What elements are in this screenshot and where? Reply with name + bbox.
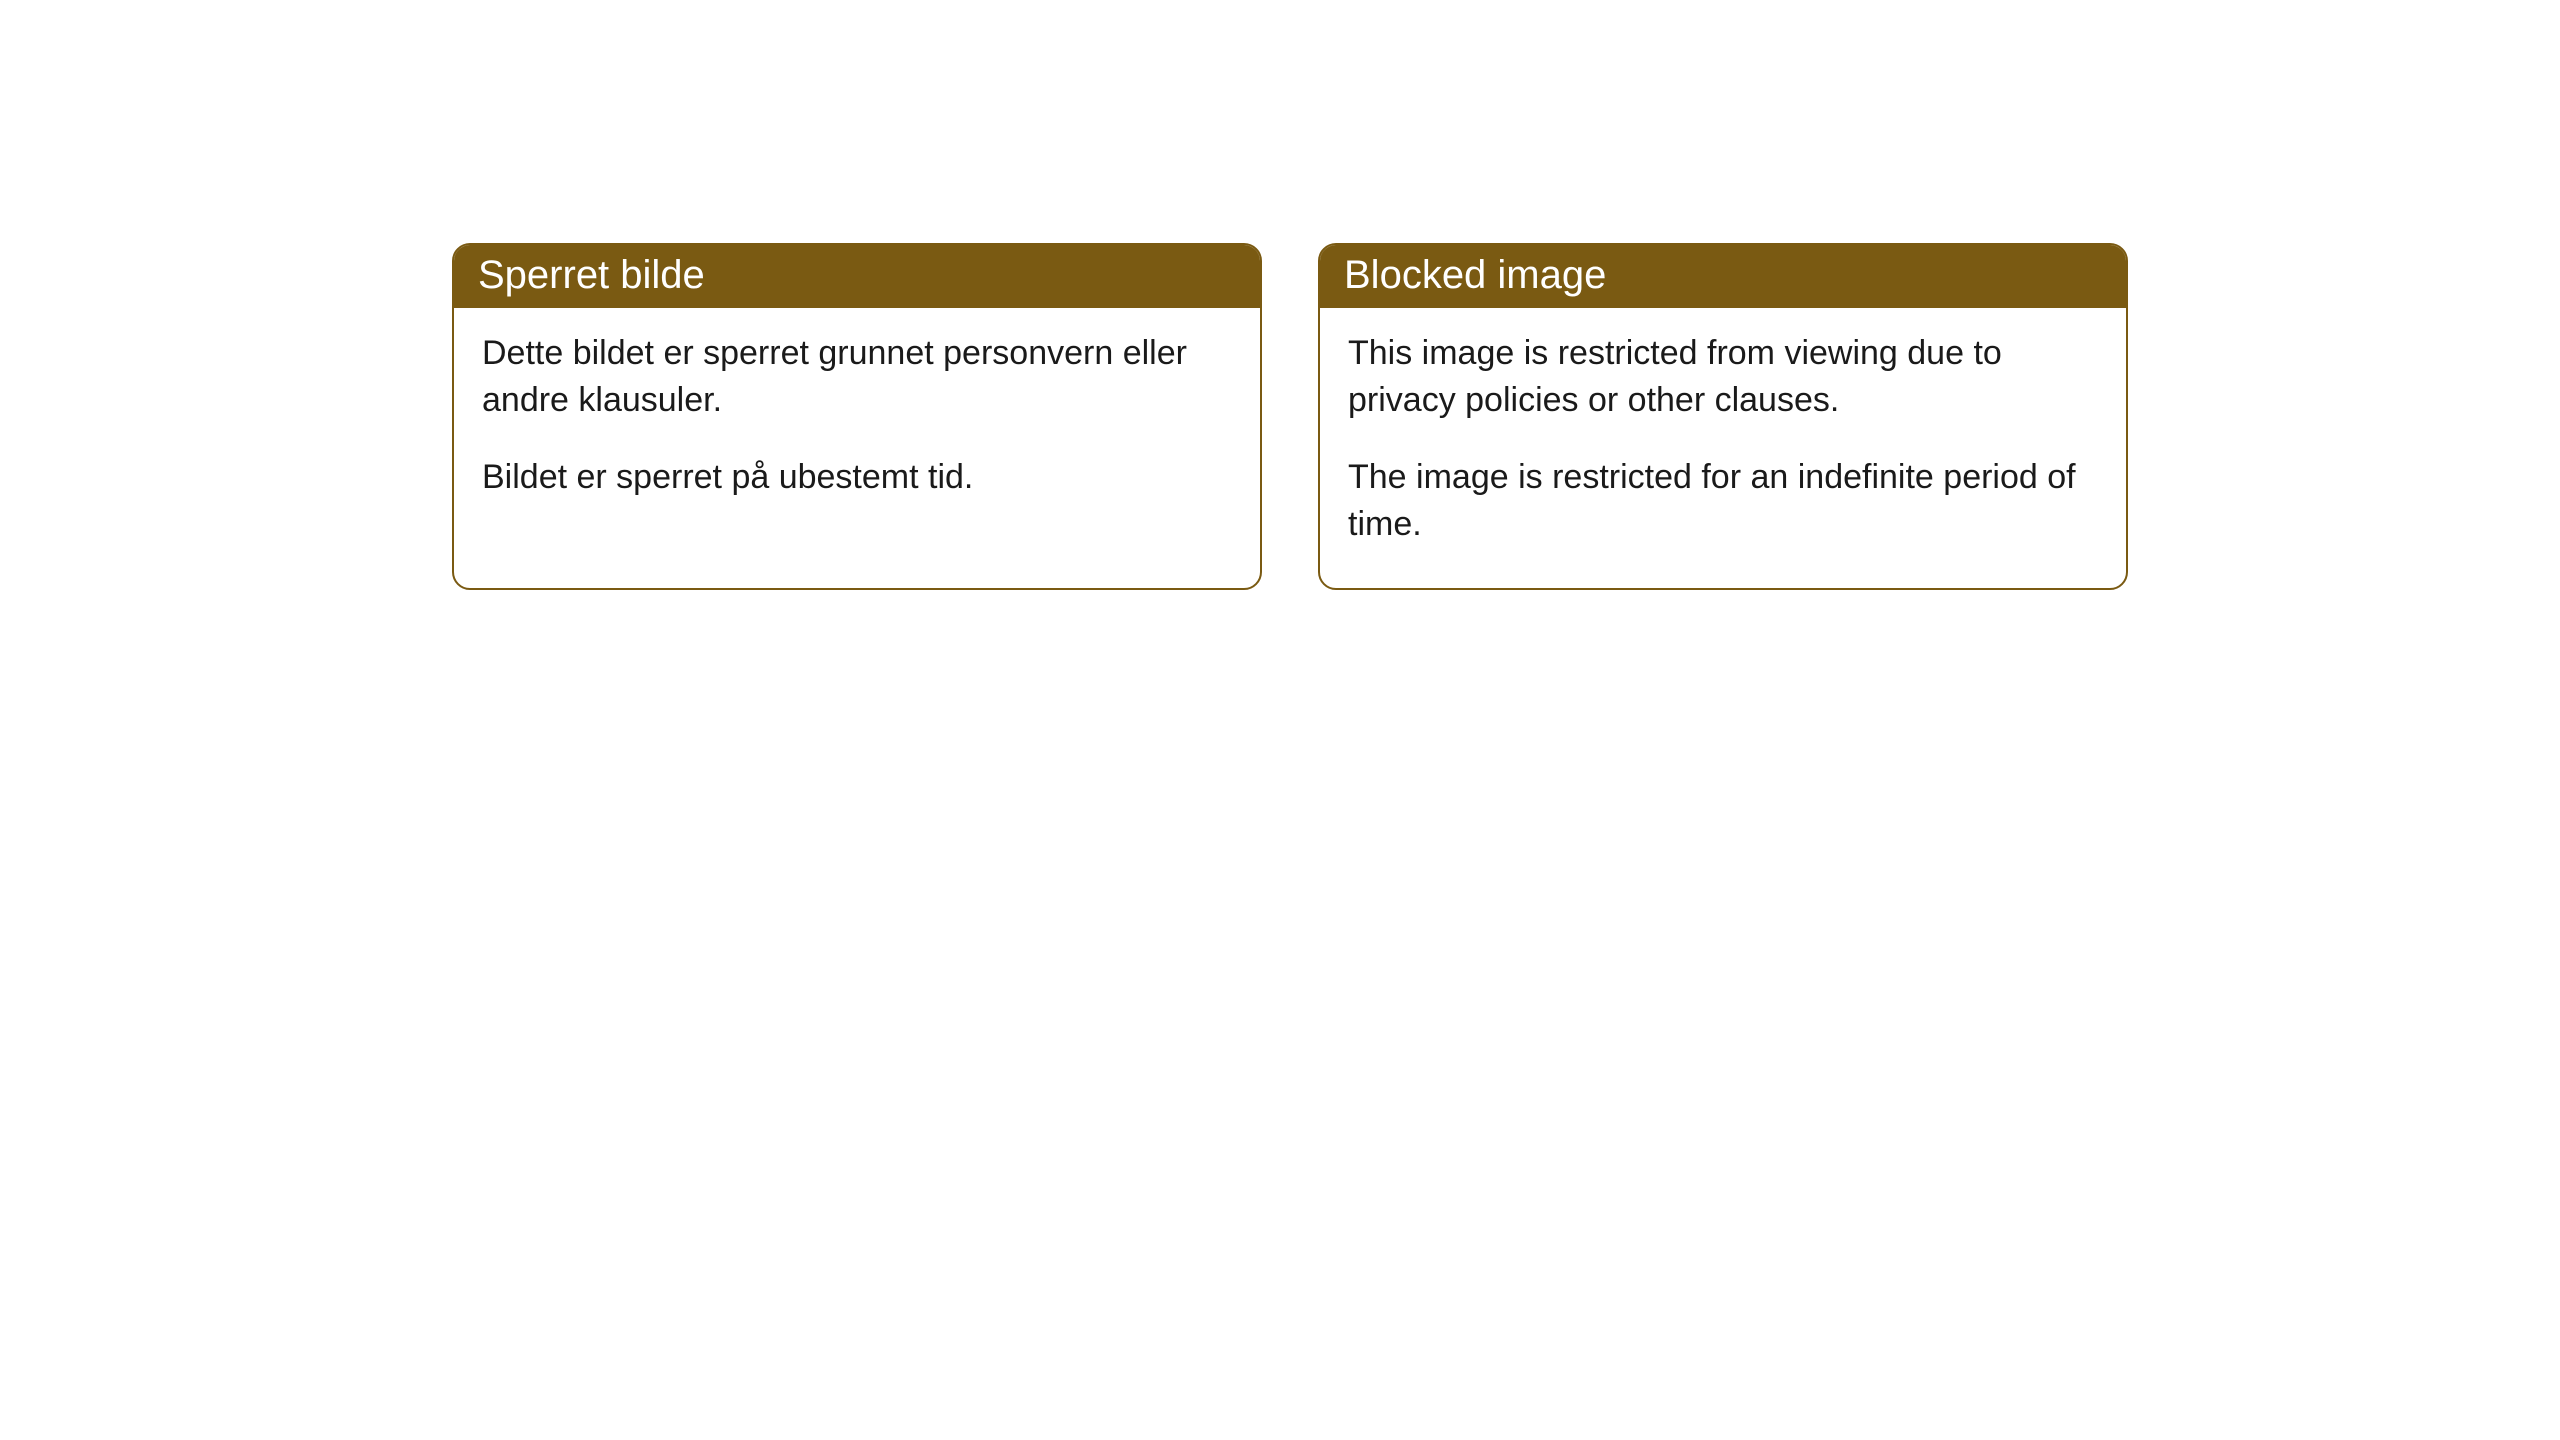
card-header: Blocked image xyxy=(1320,245,2126,308)
notice-paragraph-2: The image is restricted for an indefinit… xyxy=(1348,454,2098,548)
card-body: This image is restricted from viewing du… xyxy=(1320,308,2126,588)
card-header: Sperret bilde xyxy=(454,245,1260,308)
notice-paragraph-1: Dette bildet er sperret grunnet personve… xyxy=(482,330,1232,424)
notice-card-norwegian: Sperret bilde Dette bildet er sperret gr… xyxy=(452,243,1262,590)
notice-card-english: Blocked image This image is restricted f… xyxy=(1318,243,2128,590)
notice-paragraph-1: This image is restricted from viewing du… xyxy=(1348,330,2098,424)
card-body: Dette bildet er sperret grunnet personve… xyxy=(454,308,1260,541)
notice-paragraph-2: Bildet er sperret på ubestemt tid. xyxy=(482,454,1232,501)
cards-container: Sperret bilde Dette bildet er sperret gr… xyxy=(0,0,2560,590)
